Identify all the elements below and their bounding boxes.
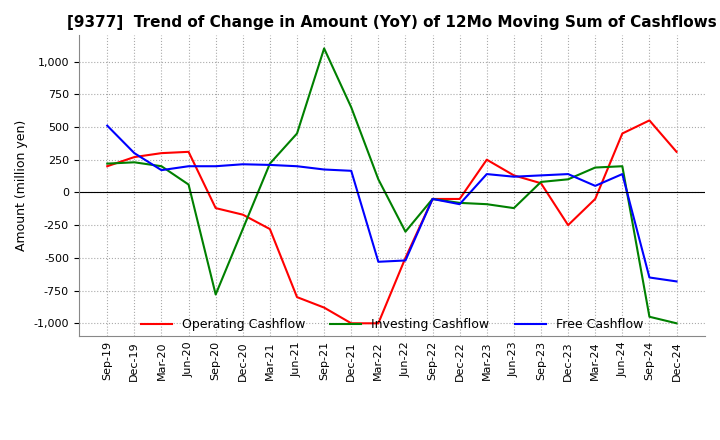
Free Cashflow [157, 168, 166, 173]
Investing Cashflow [293, 131, 302, 136]
Operating Cashflow [591, 196, 600, 202]
Investing Cashflow [536, 179, 545, 184]
Investing Cashflow [320, 46, 328, 51]
Investing Cashflow [374, 177, 382, 182]
Operating Cashflow [536, 180, 545, 186]
Operating Cashflow [293, 294, 302, 300]
Free Cashflow [238, 161, 247, 167]
Free Cashflow [266, 162, 274, 168]
Operating Cashflow [103, 164, 112, 169]
Free Cashflow [374, 259, 382, 264]
Investing Cashflow [510, 205, 518, 211]
Free Cashflow [645, 275, 654, 280]
Investing Cashflow [157, 164, 166, 169]
Investing Cashflow [564, 177, 572, 182]
Free Cashflow [320, 167, 328, 172]
Operating Cashflow [130, 154, 139, 160]
Operating Cashflow [374, 321, 382, 326]
Investing Cashflow [347, 105, 356, 110]
Investing Cashflow [401, 229, 410, 235]
Investing Cashflow [184, 182, 193, 187]
Investing Cashflow [645, 314, 654, 319]
Free Cashflow [510, 174, 518, 180]
Operating Cashflow [510, 173, 518, 178]
Investing Cashflow [591, 165, 600, 170]
Investing Cashflow [618, 164, 626, 169]
Investing Cashflow [482, 202, 491, 207]
Free Cashflow [482, 172, 491, 177]
Free Cashflow [455, 202, 464, 207]
Investing Cashflow [428, 196, 437, 202]
Operating Cashflow [672, 149, 681, 154]
Operating Cashflow [320, 305, 328, 310]
Operating Cashflow [482, 157, 491, 162]
Free Cashflow [591, 183, 600, 188]
Operating Cashflow [184, 149, 193, 154]
Operating Cashflow [266, 227, 274, 232]
Investing Cashflow [455, 200, 464, 205]
Free Cashflow [293, 164, 302, 169]
Operating Cashflow [645, 118, 654, 123]
Free Cashflow [428, 196, 437, 202]
Line: Investing Cashflow: Investing Cashflow [107, 48, 677, 323]
Operating Cashflow [564, 223, 572, 228]
Free Cashflow [130, 150, 139, 156]
Investing Cashflow [130, 160, 139, 165]
Free Cashflow [212, 164, 220, 169]
Title: [9377]  Trend of Change in Amount (YoY) of 12Mo Moving Sum of Cashflows: [9377] Trend of Change in Amount (YoY) o… [67, 15, 717, 30]
Operating Cashflow [212, 205, 220, 211]
Investing Cashflow [672, 321, 681, 326]
Operating Cashflow [347, 321, 356, 326]
Line: Operating Cashflow: Operating Cashflow [107, 121, 677, 323]
Free Cashflow [536, 173, 545, 178]
Free Cashflow [347, 168, 356, 173]
Operating Cashflow [618, 131, 626, 136]
Operating Cashflow [157, 150, 166, 156]
Line: Free Cashflow: Free Cashflow [107, 126, 677, 282]
Operating Cashflow [428, 196, 437, 202]
Free Cashflow [564, 172, 572, 177]
Free Cashflow [401, 258, 410, 263]
Free Cashflow [618, 172, 626, 177]
Investing Cashflow [103, 161, 112, 166]
Investing Cashflow [238, 227, 247, 232]
Operating Cashflow [401, 255, 410, 260]
Investing Cashflow [266, 161, 274, 166]
Y-axis label: Amount (million yen): Amount (million yen) [15, 120, 28, 252]
Investing Cashflow [212, 292, 220, 297]
Operating Cashflow [455, 196, 464, 202]
Free Cashflow [672, 279, 681, 284]
Operating Cashflow [238, 212, 247, 217]
Free Cashflow [103, 123, 112, 128]
Legend: Operating Cashflow, Investing Cashflow, Free Cashflow: Operating Cashflow, Investing Cashflow, … [135, 313, 648, 336]
Free Cashflow [184, 164, 193, 169]
